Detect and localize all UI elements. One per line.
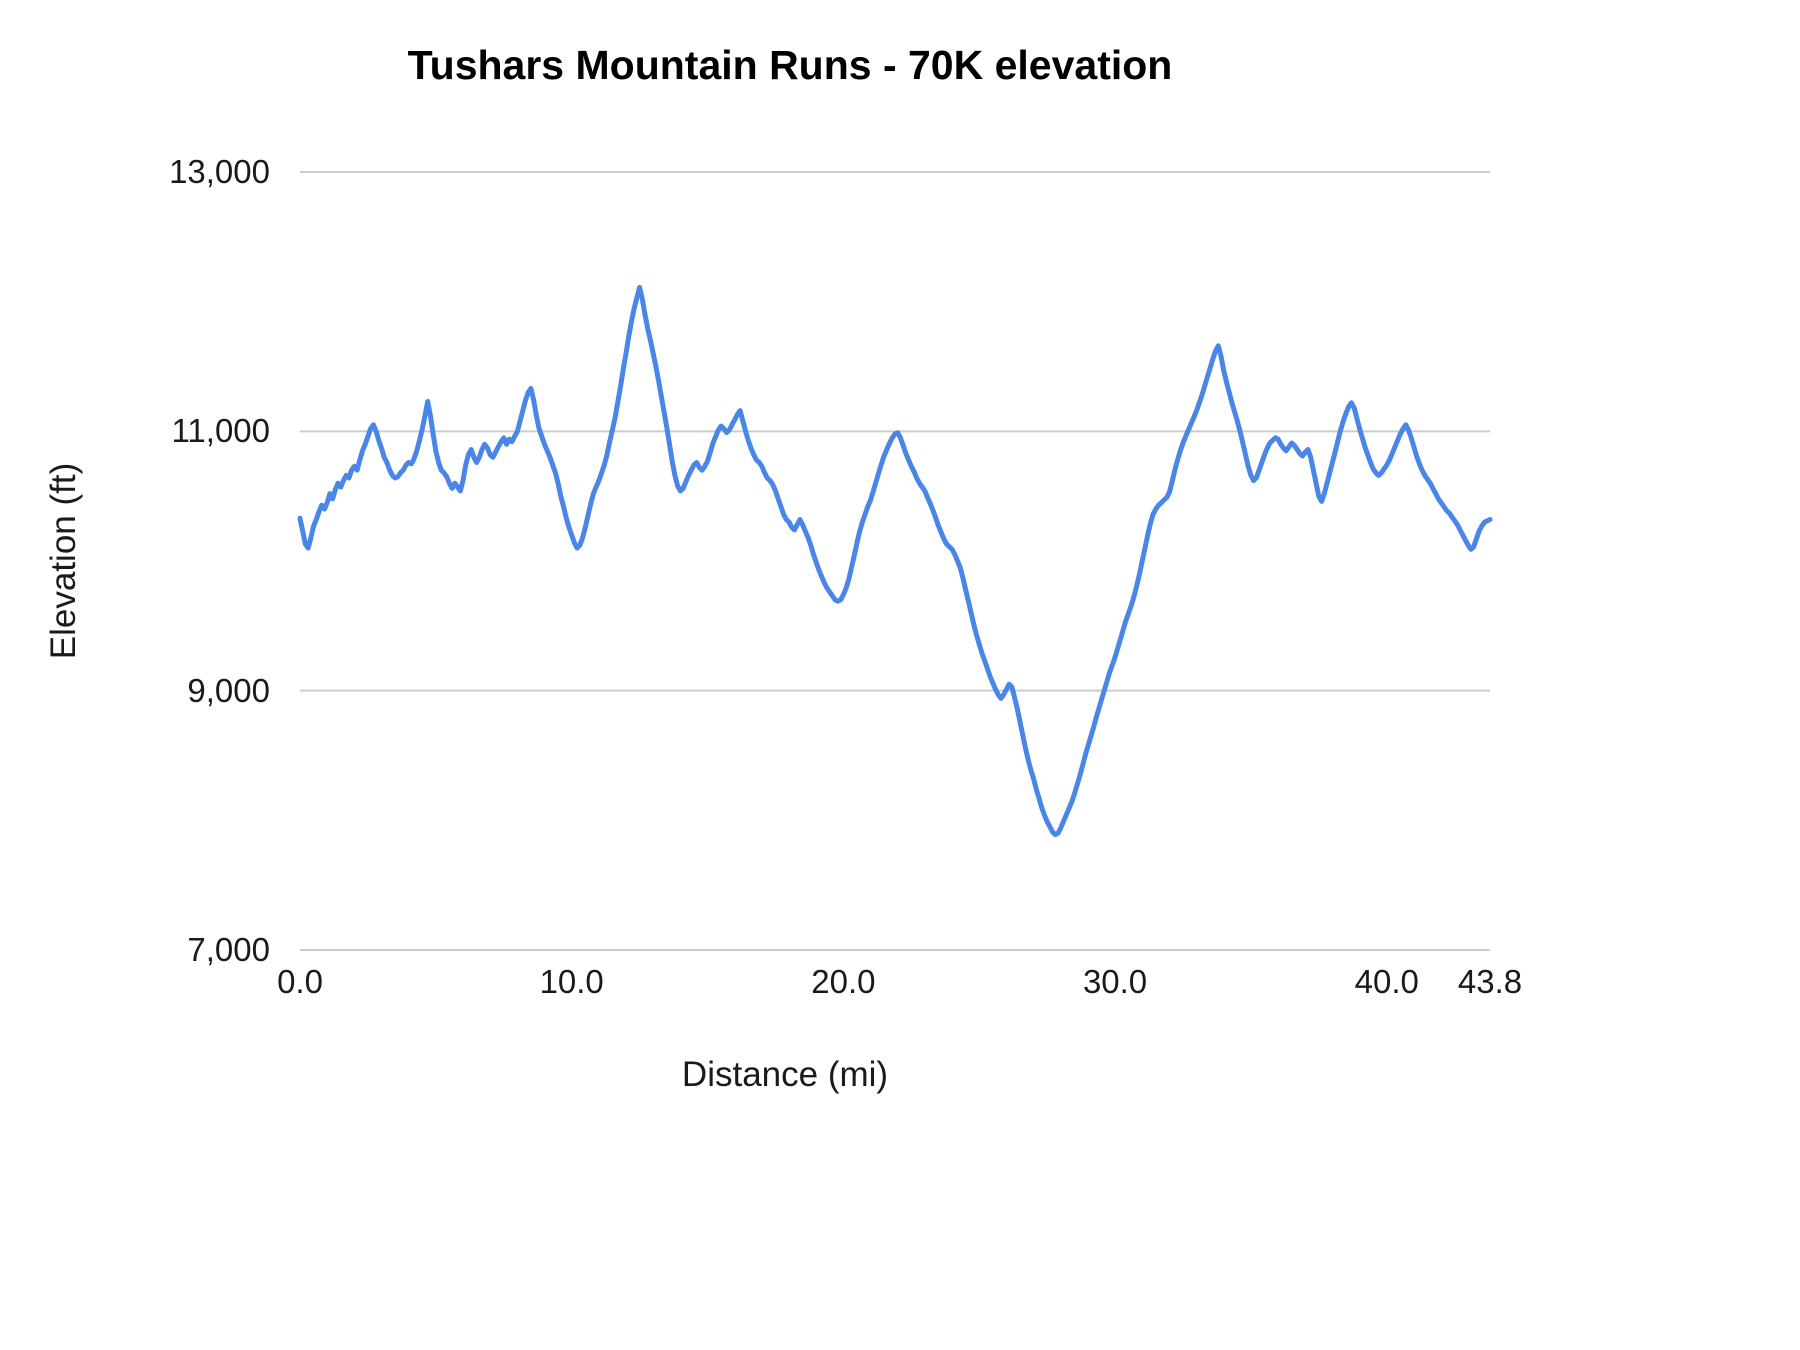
- x-axis-title: Distance (mi): [681, 1055, 889, 1094]
- x-tick-label: 40.0: [1354, 963, 1419, 1000]
- y-tick-label: 7,000: [187, 931, 270, 968]
- x-tick-label: 43.8: [1457, 963, 1523, 1000]
- elevation-line: [297, 284, 1493, 838]
- x-tick-label: 30.0: [1082, 963, 1148, 1000]
- y-tick-label: 9,000: [187, 671, 270, 709]
- y-tick-label: 11,000: [171, 412, 270, 450]
- x-tick-label: 20.0: [811, 963, 876, 1000]
- y-axis-title: Elevation (ft): [44, 462, 83, 660]
- chart-title: Tushars Mountain Runs - 70K elevation: [407, 42, 1173, 88]
- y-tick-label: 13,000: [169, 153, 270, 190]
- x-tick-label: 10.0: [539, 963, 604, 1000]
- x-tick-label: 0.0: [277, 963, 323, 1000]
